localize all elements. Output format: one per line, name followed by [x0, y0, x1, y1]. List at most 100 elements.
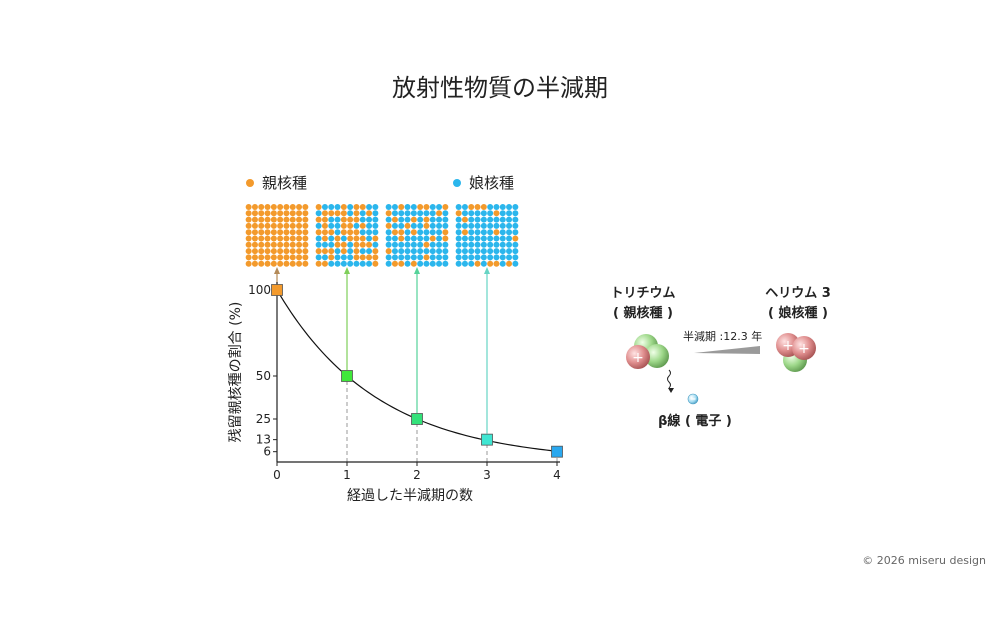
nuclide-dot [328, 241, 335, 248]
nuclide-dot [347, 235, 354, 242]
nuclide-dot [436, 260, 443, 267]
nuclide-dot [493, 260, 500, 267]
nuclide-dot [296, 248, 303, 255]
x-tick-label: 2 [413, 468, 421, 482]
nuclide-dot [296, 254, 303, 261]
plus-glyph: + [632, 350, 644, 366]
nuclide-dot [283, 204, 290, 210]
nuclide-dot [359, 260, 366, 267]
nuclide-dot [353, 248, 360, 255]
nuclide-grid [455, 204, 519, 267]
nuclide-dot [315, 241, 322, 248]
nuclide-dot [289, 216, 296, 223]
grid-arrowhead [274, 267, 280, 274]
nuclide-dot [372, 235, 379, 242]
legend-daughter: 娘核種 [453, 172, 514, 193]
nuclide-dot [245, 216, 252, 223]
nuclide-dot [455, 260, 462, 267]
nuclide-dot [506, 210, 513, 217]
nuclide-dot [404, 210, 411, 217]
nuclide-dot [512, 260, 519, 267]
nuclide-dot [442, 260, 449, 267]
nuclide-dot [436, 216, 443, 223]
nuclide-grid [315, 204, 379, 267]
nuclide-dot [436, 204, 443, 210]
nuclide-dot [391, 260, 398, 267]
nuclide-dot [245, 254, 252, 261]
nuclide-dot [487, 241, 494, 248]
nuclide-dot [366, 241, 373, 248]
nuclide-dot [480, 248, 487, 255]
nuclide-dot [385, 241, 392, 248]
grid-arrowhead [414, 267, 420, 274]
nuclide-dot [258, 222, 265, 229]
nuclide-dot [404, 260, 411, 267]
nuclide-dot [404, 254, 411, 261]
nuclide-dot [321, 229, 328, 236]
nuclide-dot [398, 204, 405, 210]
nuclide-dot [334, 260, 341, 267]
nuclide-dot [328, 260, 335, 267]
nuclide-dot [474, 235, 481, 242]
nuclide-dot [404, 216, 411, 223]
nuclide-dot [506, 248, 513, 255]
nuclide-dot [487, 204, 494, 210]
nuclide-dot [296, 241, 303, 248]
nuclide-dot [499, 235, 506, 242]
nuclide-dot [270, 254, 277, 261]
nuclide-dot [461, 254, 468, 261]
helium-nucleus: + + [776, 333, 816, 372]
nuclide-dot [423, 216, 430, 223]
nuclide-dot [487, 248, 494, 255]
nuclide-dot [258, 210, 265, 217]
grid-arrows [274, 267, 490, 434]
nuclide-dot [423, 248, 430, 255]
beta-squiggle [667, 369, 671, 389]
nuclide-dot [398, 222, 405, 229]
nuclide-dot [429, 222, 436, 229]
nuclide-dot [353, 210, 360, 217]
nuclide-dot [315, 235, 322, 242]
nuclide-dot [442, 248, 449, 255]
nuclide-dot [417, 260, 424, 267]
nuclide-dot [442, 241, 449, 248]
nuclide-dot [353, 235, 360, 242]
nuclide-dot [302, 222, 309, 229]
nuclide-dot [315, 210, 322, 217]
helium-role: ( 娘核種 ) [768, 306, 828, 321]
nuclide-dot [499, 229, 506, 236]
grid-arrowhead [484, 267, 490, 274]
nuclide-dot [417, 241, 424, 248]
nuclide-dot [270, 204, 277, 210]
nuclide-dot [480, 241, 487, 248]
nuclide-dot [512, 241, 519, 248]
nuclide-dot [410, 216, 417, 223]
nuclide-dot [347, 260, 354, 267]
nuclide-dot [372, 241, 379, 248]
nuclide-dot [436, 210, 443, 217]
nuclide-dot [289, 254, 296, 261]
nuclide-dot [468, 254, 475, 261]
nuclide-dot [410, 222, 417, 229]
nuclide-dot [296, 216, 303, 223]
nuclide-dot [334, 216, 341, 223]
nuclide-dot [289, 260, 296, 267]
nuclide-dot [277, 229, 284, 236]
axis-ticks: 0 1 2 3 4 100 50 25 136 [248, 283, 561, 482]
nuclide-dot [283, 235, 290, 242]
nuclide-dot [251, 248, 258, 255]
nuclide-dot [468, 248, 475, 255]
nuclide-dot [512, 254, 519, 261]
nuclide-dot [385, 248, 392, 255]
nuclide-dot [391, 235, 398, 242]
nuclide-dot [340, 229, 347, 236]
nuclide-dot [328, 216, 335, 223]
nuclide-dot [391, 222, 398, 229]
nuclide-dot [302, 229, 309, 236]
nuclide-dot [315, 248, 322, 255]
nuclide-dot [251, 235, 258, 242]
nuclide-dot [493, 204, 500, 210]
nuclide-dot [480, 216, 487, 223]
x-axis-label: 経過した半減期の数 [347, 487, 473, 504]
nuclide-dot [277, 248, 284, 255]
